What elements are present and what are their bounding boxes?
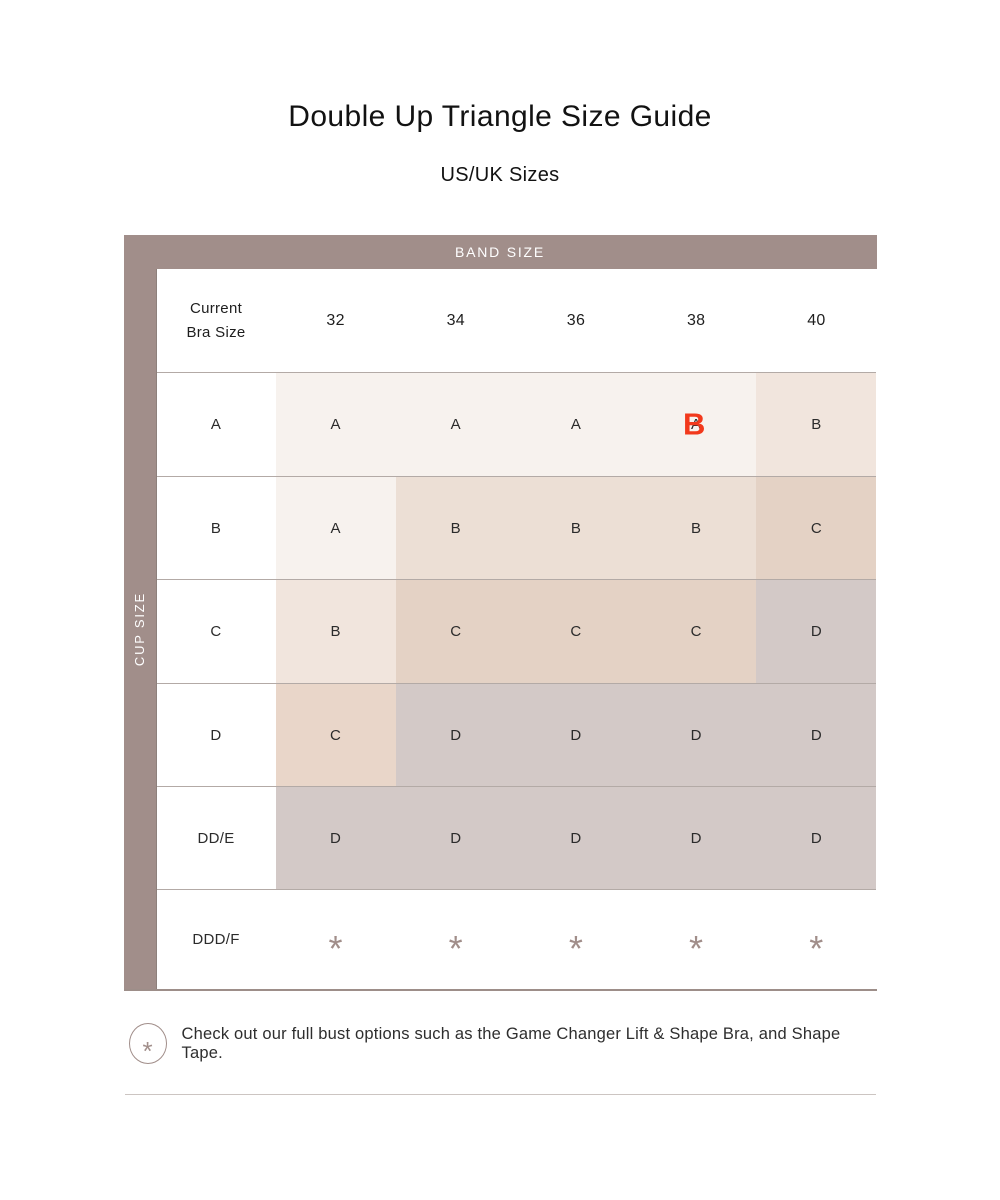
size-value: D	[570, 829, 582, 847]
size-value: C	[810, 519, 822, 537]
cup-size-row-label: B	[156, 476, 276, 579]
size-cell: *	[395, 889, 516, 989]
size-value: A	[570, 416, 582, 433]
size-value: D	[810, 829, 822, 847]
size-cell: *	[756, 889, 877, 989]
size-value: B	[691, 519, 702, 537]
size-value: C	[570, 623, 582, 640]
cup-size-row-label: DDD/F	[156, 889, 276, 989]
size-cell: C	[636, 579, 757, 683]
size-value: B	[330, 623, 341, 640]
size-cell: C	[515, 579, 637, 683]
size-value: B	[570, 519, 582, 537]
cup-size-row-label: A	[156, 372, 276, 476]
size-cell: C	[275, 683, 396, 786]
size-cell: *	[636, 889, 757, 989]
band-size-column-header: 40	[807, 311, 826, 329]
footnote-text: Check out our full bust options such as …	[181, 1024, 841, 1062]
size-value: A	[450, 416, 461, 433]
red-b-annotation: B	[683, 405, 706, 441]
size-cell: B	[515, 476, 637, 579]
size-cell: B	[756, 372, 877, 476]
size-value: C	[330, 726, 342, 744]
band-size-column-header: 32	[326, 311, 345, 329]
size-cell: D	[756, 579, 877, 683]
cup-size-row-label: C	[156, 579, 276, 683]
size-cell: A	[515, 372, 637, 476]
asterisk-circle-icon: *	[128, 1023, 167, 1064]
size-value: D	[810, 726, 822, 744]
size-value: D	[690, 726, 702, 744]
size-value: D	[330, 829, 342, 847]
size-cell: D	[756, 683, 877, 786]
size-cell: D	[395, 786, 516, 889]
band-size-axis-header: BAND SIZE	[123, 235, 877, 269]
size-cell: B	[275, 579, 396, 683]
size-cell: C	[756, 476, 877, 579]
corner-header-current-bra-size: Current Bra Size	[186, 300, 246, 341]
size-value: D	[570, 726, 582, 744]
page-subtitle: US/UK Sizes	[440, 164, 560, 186]
footnote: * Check out our full bust options such a…	[124, 1023, 877, 1064]
size-cell: D	[636, 683, 757, 786]
size-cell: D	[275, 786, 396, 889]
size-value: D	[450, 726, 462, 744]
size-cell: D	[515, 683, 637, 786]
size-cell: D	[636, 786, 757, 889]
size-value: C	[450, 623, 462, 640]
cup-size-axis-bar: CUP SIZE	[123, 269, 156, 989]
band-size-column-header: 34	[446, 311, 465, 329]
size-cell: A	[395, 372, 516, 476]
size-cell: D	[756, 786, 877, 889]
size-cell: B	[395, 476, 516, 579]
size-guide-table: BAND SIZE CUP SIZE Current Bra Size 32 34 3…	[123, 235, 877, 991]
band-size-column-header: 38	[686, 311, 706, 329]
size-value: A	[330, 519, 341, 537]
cup-size-row-label: D	[156, 683, 276, 786]
cup-size-row-label: DD/E	[156, 786, 276, 889]
size-cell: A	[275, 476, 396, 579]
size-value: A	[330, 416, 341, 433]
bottom-divider	[124, 1094, 876, 1095]
size-value: D	[690, 829, 702, 847]
size-value: A	[691, 416, 702, 433]
cup-size-axis-label: CUP SIZE	[132, 591, 147, 667]
page-title: Double Up Triangle Size Guide	[288, 100, 712, 133]
size-cell: D	[515, 786, 637, 889]
size-cell: D	[395, 683, 516, 786]
size-cell: C	[395, 579, 516, 683]
band-size-column-header: 36	[566, 311, 586, 329]
size-value: B	[811, 416, 822, 433]
size-value: D	[810, 623, 822, 640]
size-cell: A	[275, 372, 396, 476]
size-grid: Current Bra Size 32 34 36 38 40 A A A A A B B B A B B B C C…	[155, 269, 877, 989]
size-value: C	[690, 623, 702, 640]
size-cell: *	[515, 889, 637, 989]
size-cell: *	[275, 889, 396, 989]
size-cell: B	[636, 476, 757, 579]
size-value: D	[450, 829, 462, 847]
size-guide-table-body: CUP SIZE Current Bra Size 32 34 36 38 40 A A A A A…	[123, 269, 877, 989]
size-value: B	[450, 519, 461, 537]
